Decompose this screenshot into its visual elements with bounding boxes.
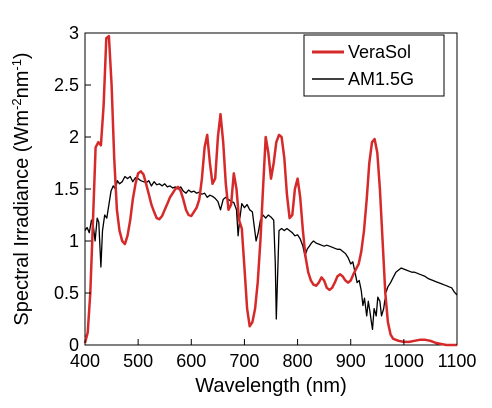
x-tick-label: 900 [336,351,366,371]
x-tick-label: 1000 [384,351,424,371]
legend-label-am15g: AM1.5G [348,69,414,89]
y-tick-label: 1.5 [54,179,79,199]
y-tick-label: 2 [69,127,79,147]
x-axis-title: Wavelength (nm) [195,375,347,397]
series-line-verasol [83,34,457,347]
x-axis-ticks: 400 500 600 700 800 900 1000 1100 [70,339,476,371]
y-axis-title-main: Spectral Irradiance (Wm [11,110,33,326]
y-axis-title-mid: nm [11,71,33,99]
x-tick-label: 500 [123,351,153,371]
y-tick-label: 0 [69,335,79,355]
y-tick-label: 1 [69,231,79,251]
x-tick-label: 400 [70,351,100,371]
y-axis-title-sup1: -2 [9,98,24,110]
legend: VeraSol AM1.5G [303,34,445,97]
y-tick-label: 3 [69,23,79,43]
y-axis-title-sup2: -1 [9,59,24,71]
x-tick-label: 600 [176,351,206,371]
y-axis-title-end: ) [11,52,33,59]
plot-area: 400 500 600 700 800 900 1000 1100 0 0.5 1 1.5 2 2.5 3 [54,23,476,371]
legend-label-verasol: VeraSol [348,42,411,62]
y-axis-title: Spectral Irradiance (Wm-2nm-1) [9,52,34,325]
y-axis-ticks: 0 0.5 1 1.5 2 2.5 3 [54,23,91,355]
y-tick-label: 2.5 [54,75,79,95]
series-line-am15g [84,175,458,331]
y-tick-label: 0.5 [54,283,79,303]
x-tick-label: 800 [283,351,313,371]
x-tick-label: 1100 [438,351,477,371]
series-layer [83,34,458,347]
x-tick-label: 700 [229,351,259,371]
legend-box [303,34,445,97]
